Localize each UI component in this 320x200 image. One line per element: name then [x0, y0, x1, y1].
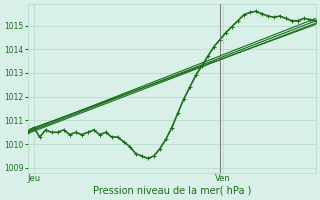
X-axis label: Pression niveau de la mer( hPa ): Pression niveau de la mer( hPa )	[92, 186, 251, 196]
